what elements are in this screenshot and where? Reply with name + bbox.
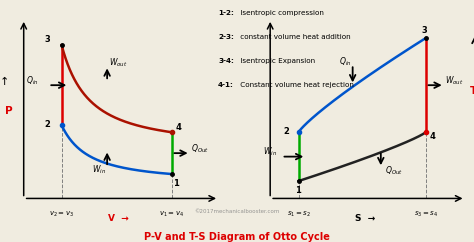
Text: 4: 4 — [429, 132, 435, 141]
Text: $v_1 = v_4$: $v_1 = v_4$ — [159, 210, 184, 219]
Text: ↑: ↑ — [0, 77, 9, 87]
Text: 2: 2 — [45, 120, 50, 129]
Text: $W_{in}$: $W_{in}$ — [92, 163, 106, 176]
Text: Isentropic Expansion: Isentropic Expansion — [238, 58, 315, 64]
Text: constant volume heat addition: constant volume heat addition — [238, 34, 351, 40]
Text: 4-1:: 4-1: — [218, 82, 234, 88]
Text: $s_1 = s_2$: $s_1 = s_2$ — [287, 210, 310, 219]
Text: $W_{out}$: $W_{out}$ — [445, 75, 463, 87]
Text: Constant volume heat rejection: Constant volume heat rejection — [238, 82, 354, 88]
Text: 2: 2 — [283, 127, 289, 136]
Text: $v_2 = v_3$: $v_2 = v_3$ — [49, 210, 74, 219]
Text: $W_{in}$: $W_{in}$ — [263, 146, 277, 158]
Text: $W_{out}$: $W_{out}$ — [109, 56, 128, 69]
Text: ©2017mechanicalbooster.com: ©2017mechanicalbooster.com — [194, 209, 280, 214]
Text: 3: 3 — [45, 35, 50, 44]
Text: V  →: V → — [108, 214, 129, 223]
Text: $Q_{Out}$: $Q_{Out}$ — [191, 142, 209, 155]
Text: 1: 1 — [173, 179, 179, 188]
Text: $s_3 = s_4$: $s_3 = s_4$ — [414, 210, 438, 219]
Text: $Q_{Out}$: $Q_{Out}$ — [384, 164, 402, 177]
Text: S  →: S → — [355, 214, 375, 223]
Text: 4: 4 — [175, 123, 181, 132]
Text: P-V and T-S Diagram of Otto Cycle: P-V and T-S Diagram of Otto Cycle — [144, 232, 330, 242]
Text: Isentropic compression: Isentropic compression — [238, 10, 324, 16]
Text: $Q_{in}$: $Q_{in}$ — [339, 55, 352, 68]
Text: 1: 1 — [295, 186, 301, 195]
Text: 1-2:: 1-2: — [218, 10, 234, 16]
Text: 2-3:: 2-3: — [218, 34, 234, 40]
Text: 3-4:: 3-4: — [218, 58, 234, 64]
Text: 3: 3 — [422, 26, 428, 35]
Text: P: P — [5, 106, 12, 116]
Text: $Q_{in}$: $Q_{in}$ — [26, 75, 38, 87]
Text: T: T — [469, 86, 474, 96]
